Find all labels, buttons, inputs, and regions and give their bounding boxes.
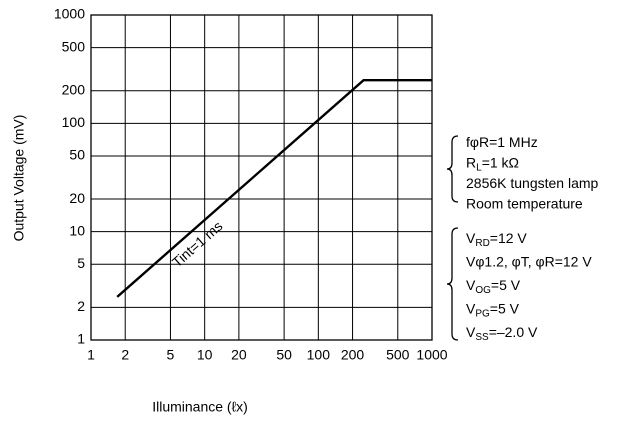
- y-tick-label: 50: [69, 147, 85, 163]
- condition-text: Vφ1.2, φT, φR=12 V: [466, 253, 592, 269]
- x-tick-label: 1000: [416, 347, 447, 363]
- condition-part: V: [466, 277, 476, 293]
- y-tick-label: 20: [69, 190, 85, 206]
- condition-text: Room temperature: [466, 195, 583, 211]
- plot-frame: [90, 14, 433, 341]
- condition-part: V: [466, 300, 476, 316]
- y-tick-label: 2: [77, 298, 85, 314]
- condition-part: V: [466, 324, 476, 340]
- subscript: PG: [475, 308, 490, 319]
- x-tick-label: 5: [167, 347, 175, 363]
- condition-text: fφR=1 MHz: [466, 134, 538, 150]
- x-tick-label: 10: [197, 347, 213, 363]
- x-tick-label: 1: [87, 347, 95, 363]
- condition-part: R: [466, 154, 476, 170]
- condition-part: fφR=1 MHz: [466, 134, 538, 150]
- subscript: RD: [475, 238, 489, 249]
- condition-text: RL=1 kΩ: [466, 154, 519, 173]
- condition-part: V: [466, 230, 476, 246]
- brace: [446, 135, 459, 203]
- brace: [446, 227, 459, 341]
- y-tick-label: 10: [69, 222, 85, 238]
- x-tick-label: 500: [386, 347, 410, 363]
- condition-part: =–2.0 V: [489, 324, 538, 340]
- data-line: [116, 79, 432, 298]
- condition-part: Vφ1.2, φT, φR=12 V: [466, 253, 592, 269]
- condition-text: VRD=12 V: [466, 230, 527, 249]
- x-tick-label: 100: [307, 347, 331, 363]
- y-tick-label: 200: [62, 81, 86, 97]
- x-tick-label: 20: [231, 347, 247, 363]
- y-tick-label: 1: [77, 331, 85, 347]
- condition-text: VOG=5 V: [466, 277, 521, 296]
- condition-part: =5 V: [491, 277, 521, 293]
- x-tick-label: 50: [276, 347, 292, 363]
- condition-text: VSS=–2.0 V: [466, 324, 538, 343]
- x-tick-label: 200: [341, 347, 365, 363]
- y-axis-label: Output Voltage (mV): [11, 115, 27, 242]
- y-tick-label: 1000: [54, 6, 85, 22]
- y-tick-label: 5: [77, 255, 85, 271]
- x-tick-label: 2: [121, 347, 129, 363]
- condition-part: =1 kΩ: [482, 154, 519, 170]
- x-axis-label: Illuminance (ℓx): [152, 399, 248, 415]
- y-tick-label: 500: [62, 38, 86, 54]
- condition-part: =12 V: [490, 230, 528, 246]
- y-tick-label: 100: [62, 114, 86, 130]
- subscript: SS: [475, 332, 489, 343]
- condition-part: =5 V: [490, 300, 520, 316]
- condition-part: 2856K tungsten lamp: [466, 175, 599, 191]
- subscript: OG: [475, 285, 491, 296]
- condition-part: Room temperature: [466, 195, 583, 211]
- condition-text: 2856K tungsten lamp: [466, 175, 599, 191]
- condition-text: VPG=5 V: [466, 300, 520, 319]
- subscript: L: [476, 162, 482, 173]
